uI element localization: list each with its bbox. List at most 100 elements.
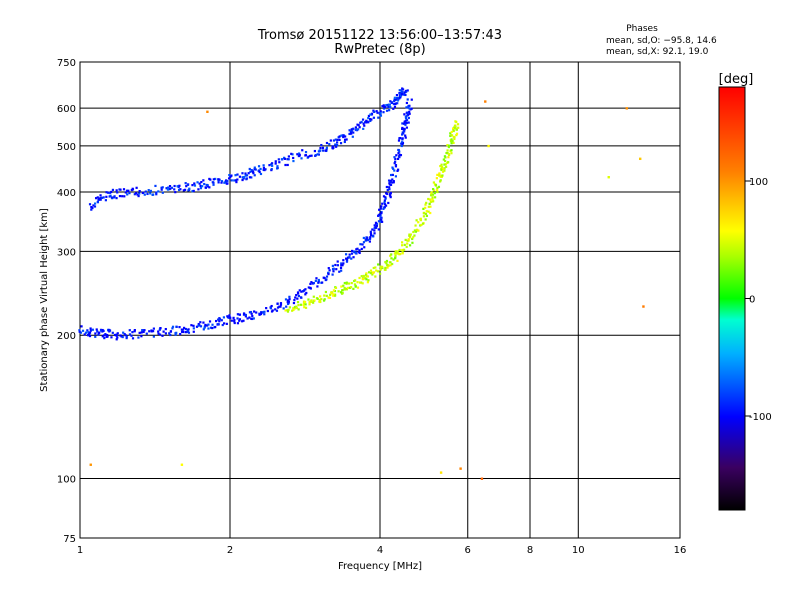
y-tick-label: 100 <box>57 475 76 486</box>
trace-point <box>372 234 375 237</box>
trace-point <box>238 175 242 178</box>
trace-point <box>343 140 346 144</box>
trace-point <box>395 250 398 253</box>
trace-point <box>221 323 224 327</box>
trace-point <box>396 96 399 100</box>
trace-point <box>111 331 114 334</box>
trace-point <box>96 200 99 204</box>
trace-point <box>81 329 85 332</box>
trace-point <box>121 195 124 198</box>
trace-point <box>229 316 232 319</box>
trace-point <box>115 189 118 192</box>
trace-point <box>392 181 395 184</box>
trace-point <box>369 234 373 237</box>
trace-point <box>327 296 330 299</box>
trace-point <box>339 142 343 145</box>
trace-point <box>432 200 435 203</box>
trace-point <box>309 287 312 290</box>
trace-point <box>196 181 199 184</box>
trace-point <box>230 179 233 182</box>
trace-point <box>169 333 172 337</box>
y-tick-label: 600 <box>57 104 76 115</box>
trace-point <box>334 143 337 146</box>
trace-point <box>253 310 256 313</box>
trace-point <box>233 179 236 182</box>
trace-point <box>425 210 428 213</box>
trace-point <box>116 191 119 194</box>
trace-point <box>325 146 329 149</box>
trace-point <box>406 98 409 101</box>
trace-point <box>88 331 92 334</box>
trace-point <box>386 266 389 269</box>
trace-point <box>379 265 382 268</box>
trace-point <box>119 188 122 191</box>
trace-point <box>192 327 195 330</box>
trace-point <box>97 198 100 201</box>
trace-point <box>317 278 320 282</box>
trace-point <box>217 318 220 321</box>
trace-point <box>396 169 399 172</box>
trace-point <box>247 172 250 175</box>
trace-point <box>383 199 386 202</box>
trace-point <box>161 186 164 189</box>
trace-point <box>380 205 383 208</box>
trace-point <box>108 329 112 332</box>
trace-point <box>450 140 453 143</box>
trace-point <box>236 178 239 181</box>
trace-point <box>412 230 415 234</box>
scatter-point <box>639 157 642 161</box>
trace-point <box>331 264 334 267</box>
trace-point <box>391 173 394 177</box>
trace-point <box>352 131 355 134</box>
trace-point <box>396 157 400 160</box>
trace-point <box>287 300 290 303</box>
colorbar-tick-label: 0 <box>749 295 755 306</box>
trace-point <box>404 136 407 139</box>
trace-point <box>304 306 308 309</box>
trace-point <box>302 302 306 305</box>
trace-point <box>220 180 224 183</box>
trace-point <box>440 168 443 172</box>
trace-point <box>232 316 235 319</box>
trace-point <box>170 186 174 189</box>
trace-point <box>385 109 389 112</box>
trace-point <box>279 305 282 308</box>
trace-point <box>162 330 165 333</box>
trace-point <box>342 134 346 137</box>
trace-point <box>434 183 438 187</box>
trace-point <box>444 156 447 159</box>
trace-point <box>405 119 409 122</box>
trace-point <box>222 316 226 319</box>
trace-point <box>427 205 430 208</box>
trace-point <box>366 238 370 242</box>
trace-point <box>286 310 290 313</box>
trace-point <box>118 194 122 198</box>
trace-point <box>404 134 407 137</box>
trace-point <box>187 328 190 331</box>
trace-point <box>403 113 406 116</box>
trace-point <box>88 203 92 206</box>
trace-point <box>297 152 301 155</box>
trace-point <box>374 266 377 269</box>
trace-point <box>399 252 402 256</box>
trace-point <box>133 330 136 333</box>
x-tick-label: 16 <box>674 545 687 556</box>
gridlines <box>80 62 680 538</box>
trace-point <box>175 325 178 328</box>
trace-point <box>225 322 228 325</box>
trace-point <box>227 177 231 180</box>
trace-point <box>300 290 303 293</box>
trace-point <box>307 286 310 289</box>
trace-point <box>356 247 359 250</box>
trace-point <box>284 309 287 312</box>
trace-point <box>452 127 455 130</box>
trace-point <box>169 330 172 333</box>
trace-point <box>399 154 403 157</box>
trace-point <box>369 230 372 233</box>
trace-point <box>286 163 289 167</box>
trace-point <box>337 290 340 293</box>
trace-point <box>268 164 271 167</box>
trace-point <box>248 316 251 319</box>
trace-point <box>344 135 347 138</box>
trace-point <box>184 331 187 334</box>
